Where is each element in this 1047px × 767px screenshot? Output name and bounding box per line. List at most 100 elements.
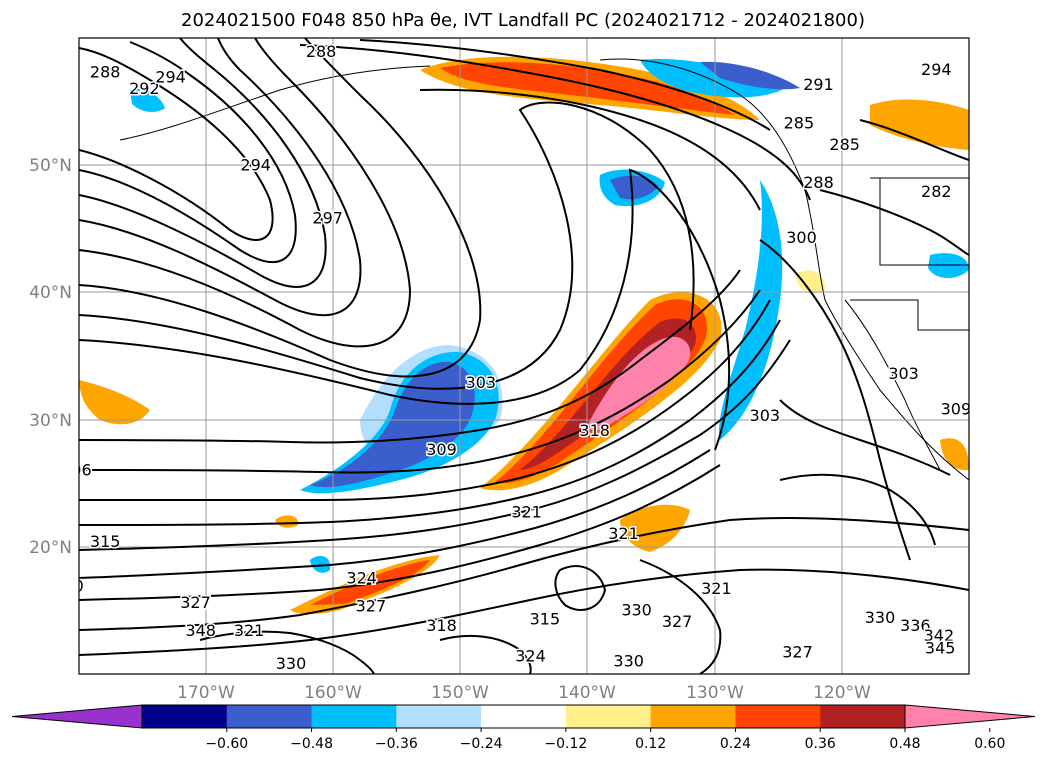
map-background [79,38,969,674]
contour-label: 288 [90,62,121,81]
colorbar-extend-high [904,704,1036,729]
contour-line [79,38,327,288]
contour-label: 348 [185,621,216,640]
contour-line [79,101,695,390]
lon-tick-label: 120°W [813,683,871,703]
contour-label: 294 [240,155,271,174]
contour-line [79,38,482,378]
contour-line [79,339,791,551]
ivt-fill-southeast-orange [620,504,690,552]
map-frame [78,37,970,675]
ivt-fill-gulf-blue [610,175,658,200]
contour-label: 333 [0,615,24,634]
colorbar-tick-label: 0.48 [889,736,920,752]
contour-label: 330 [53,576,84,595]
contour-label: 324 [515,646,546,665]
contour-label: 303 [888,364,919,383]
contour-line [439,634,532,674]
contour-line [819,189,969,256]
contour-label: 312 [0,499,29,518]
contour-label: 279 [38,118,69,137]
colorbar: −0.60 −0.48 −0.36 −0.24 −0.12 0.12 0.24 0.36 0.4… [11,704,1036,752]
lat-tick-labels: 20°N 30°N 40°N 50°N [29,156,72,558]
contour-label: 297 [312,209,343,228]
colorbar-bin [820,705,906,728]
colorbar-bin [226,705,313,728]
ivt-fill-midcyan [310,555,331,573]
contour-line [199,630,375,674]
contour-line [779,473,936,546]
contour-label: 327 [782,643,813,662]
colorbar-bin [142,705,228,728]
contour-label: 315 [90,532,121,551]
ivt-fill-lower-red [310,560,430,605]
lon-tick-label: 130°W [686,683,744,703]
contour-label: 324 [0,560,21,579]
contour-line [79,38,362,317]
contour-label: 285 [24,223,55,242]
theta-e-contours [79,38,969,674]
colorbar-bin [481,705,567,728]
lon-tick-label: 140°W [558,683,616,703]
contour-label: 309 [426,440,457,459]
contour-label: 282 [51,172,82,191]
map-area: 2882922942882792822852942972942912852852… [0,38,972,674]
coastline-baja [844,299,941,471]
ivt-fill-southeast-pocket [940,438,969,471]
contour-label: 318 [579,421,610,440]
contour-line [79,269,741,444]
colorbar-tick-label: −0.12 [544,736,587,752]
ivt-fill-small-orange [275,515,299,528]
contour-line [299,44,811,201]
lon-tick-labels: 170°W 160°W 150°W 140°W 130°W 120°W [177,683,871,703]
contour-line [554,565,607,611]
contour-label: 327 [180,593,211,612]
contour-label: 321 [511,503,542,522]
contour-line [79,449,711,579]
contour-label: 321 [234,621,265,640]
colorbar-tick-label: −0.48 [290,736,333,752]
colorbar-tick-label: 0.36 [805,736,836,752]
contour-label: 336 [900,616,931,635]
contour-label: 321 [608,524,639,543]
contour-label: 345 [925,639,956,658]
colorbar-tick-label: −0.36 [375,736,418,752]
contour-line [759,239,911,561]
contour-line [79,517,969,631]
lat-tick-label: 30°N [29,411,72,431]
ivt-fill-northeast-orange [870,99,969,150]
coastline-north-america [599,58,969,481]
contour-label: 330 [621,601,652,620]
lat-tick-label: 40°N [29,283,72,303]
lat-tick-label: 50°N [29,156,72,176]
contour-label: 327 [356,597,387,616]
colorbar-bin [735,705,821,728]
contour-label: 330 [276,654,307,673]
contour-label: 294 [921,60,952,79]
contour-labels: 2882922942882792822852942972942912852852… [0,41,972,674]
ivt-fill-west-blue [310,361,475,488]
colorbar-tick-label: −0.24 [460,736,503,752]
contour-label: 336 [30,643,61,662]
colorbar-tick-label: 0.60 [974,736,1005,752]
colorbar-tick-label: 0.24 [720,736,751,752]
ivt-fill-plume-pink [585,336,691,430]
contour-label: 282 [921,182,952,201]
contour-label: 285 [784,113,815,132]
contour-line [79,464,721,601]
contour-label: 288 [803,173,834,192]
contour-line [79,299,771,502]
contour-label: 342 [924,626,955,645]
contour-line [79,47,274,241]
contour-label: 321 [701,579,732,598]
colorbar-bin [311,705,397,728]
colorbar-tick-label: 0.12 [635,736,666,752]
border-us-mexico [850,299,969,331]
contour-line [79,319,781,526]
contour-line [639,559,722,674]
contour-label: 309 [941,400,972,419]
contour-label: 315 [530,609,561,628]
lat-tick-label: 20°N [29,538,72,558]
colorbar-bin [565,705,652,728]
contour-label: 294 [155,68,186,87]
